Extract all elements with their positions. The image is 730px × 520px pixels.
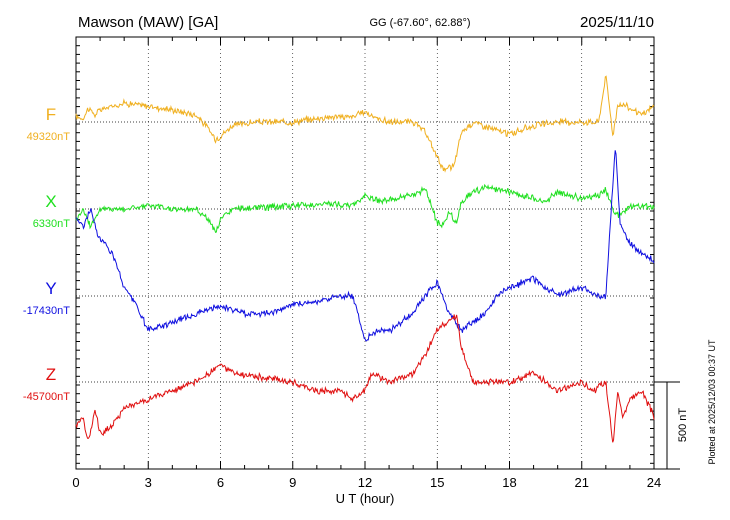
x-tick-label: 18 <box>502 475 516 490</box>
station-title: Mawson (MAW) [GA] <box>78 14 218 31</box>
series-name-y: Y <box>45 279 56 298</box>
series-baseline-label-z: -45700nT <box>23 391 70 403</box>
series-line-z <box>75 314 655 443</box>
x-tick-labels: 0 3 6 9 12 15 18 21 24 <box>72 475 661 490</box>
series-baseline-label-y: -17430nT <box>23 305 70 317</box>
x-tick-label: 9 <box>289 475 296 490</box>
series-labels: F 49320nT X 6330nT Y -17430nT Z -45700nT <box>23 105 70 403</box>
series-name-f: F <box>46 105 56 124</box>
x-tick-label: 24 <box>647 475 661 490</box>
x-tick-label: 15 <box>430 475 444 490</box>
x-tick-label: 12 <box>358 475 372 490</box>
x-axis-label: U T (hour) <box>336 491 395 506</box>
series-name-z: Z <box>46 365 56 384</box>
series-baseline-label-x: 6330nT <box>33 218 71 230</box>
series-lines <box>75 75 655 443</box>
series-name-x: X <box>45 192 56 211</box>
x-tick-label: 6 <box>217 475 224 490</box>
x-tick-label: 0 <box>72 475 79 490</box>
series-baseline-label-f: 49320nT <box>27 131 71 143</box>
geo-coordinates: GG (-67.60°, 62.88°) <box>369 17 470 29</box>
chart-date: 2025/11/10 <box>580 14 654 31</box>
series-line-f <box>75 75 655 173</box>
x-tick-label: 21 <box>575 475 589 490</box>
series-line-y <box>75 150 655 342</box>
series-line-x <box>75 183 655 233</box>
scale-bar-label: 500 nT <box>677 408 689 443</box>
plotted-timestamp: Plotted at 2025/12/03 00:37 UT <box>707 339 717 465</box>
x-tick-label: 3 <box>145 475 152 490</box>
baseline-grid <box>76 37 654 469</box>
scale-bar: 500 nT <box>654 381 689 470</box>
